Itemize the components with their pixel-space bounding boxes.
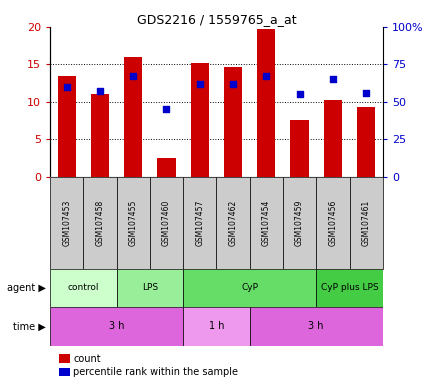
Point (229, 81, 236, 87)
Bar (57, 76, 76, 177)
Bar (157, 158, 175, 177)
Bar (323, 99, 341, 177)
Bar (290, 121, 308, 177)
Text: GSM107459: GSM107459 (294, 200, 303, 246)
Point (96, 88, 103, 94)
Bar (216, 177, 249, 269)
Text: GSM107453: GSM107453 (62, 200, 71, 246)
Bar (349, 177, 382, 269)
Bar (50, 177, 83, 269)
Text: LPS: LPS (141, 283, 158, 293)
Text: 1 h: 1 h (208, 321, 224, 331)
Bar (50, 269, 116, 307)
Bar (356, 107, 375, 177)
Bar (224, 66, 242, 177)
Text: GSM107456: GSM107456 (328, 200, 337, 246)
Text: CyP: CyP (240, 283, 258, 293)
Point (129, 73, 136, 79)
Bar (183, 177, 216, 269)
Bar (91, 94, 109, 177)
Text: percentile rank within the sample: percentile rank within the sample (73, 367, 237, 377)
Bar (149, 177, 183, 269)
Bar (316, 177, 349, 269)
Text: GSM107462: GSM107462 (228, 200, 237, 246)
Point (163, 106, 170, 112)
Point (296, 91, 302, 98)
Bar (183, 269, 316, 307)
Bar (256, 29, 275, 177)
Text: GSM107460: GSM107460 (161, 200, 171, 246)
Text: control: control (67, 283, 99, 293)
Bar (83, 177, 116, 269)
Point (262, 73, 269, 79)
Text: GSM107455: GSM107455 (128, 200, 138, 246)
Point (329, 76, 335, 83)
Text: GSM107454: GSM107454 (261, 200, 270, 246)
Text: count: count (73, 354, 101, 364)
Bar (116, 177, 149, 269)
Bar (249, 177, 283, 269)
Bar (116, 269, 183, 307)
Point (362, 90, 369, 96)
Point (196, 81, 203, 87)
Text: 3 h: 3 h (308, 321, 323, 331)
Text: 3 h: 3 h (108, 321, 124, 331)
Text: GSM107458: GSM107458 (95, 200, 104, 246)
Text: GSM107461: GSM107461 (361, 200, 370, 246)
Bar (316, 269, 382, 307)
Text: GSM107457: GSM107457 (195, 200, 204, 246)
Text: agent ▶: agent ▶ (7, 283, 46, 293)
Bar (249, 307, 382, 346)
Bar (283, 177, 316, 269)
Bar (50, 307, 183, 346)
Text: CyP plus LPS: CyP plus LPS (320, 283, 378, 293)
Bar (183, 307, 249, 346)
Bar (124, 57, 142, 177)
Point (63, 84, 70, 90)
Text: time ▶: time ▶ (13, 321, 46, 331)
Bar (190, 63, 208, 177)
Title: GDS2216 / 1559765_a_at: GDS2216 / 1559765_a_at (136, 13, 296, 26)
